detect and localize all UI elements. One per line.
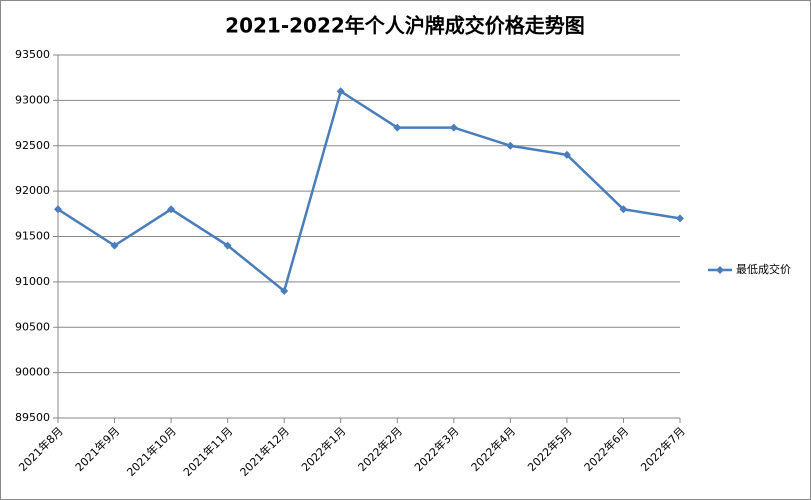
- marker: [676, 214, 684, 223]
- y-tick-label: 89500: [15, 411, 50, 424]
- y-tick-label: 93000: [15, 93, 50, 106]
- marker: [223, 241, 232, 250]
- y-tick-label: 92500: [15, 139, 50, 152]
- y-tick-label: 90500: [15, 320, 50, 333]
- y-tick-label: 93500: [15, 48, 50, 61]
- marker: [280, 286, 289, 295]
- y-tick-label: 92000: [15, 184, 50, 197]
- chart-title: 2021-2022年个人沪牌成交价格走势图: [225, 14, 585, 38]
- marker: [506, 141, 515, 150]
- marker: [562, 150, 571, 159]
- legend-marker: [716, 266, 724, 274]
- marker: [336, 87, 345, 96]
- marker: [167, 205, 176, 214]
- marker: [110, 241, 119, 250]
- marker: [619, 205, 628, 214]
- line: [57, 89, 681, 294]
- y-tick-label: 91000: [15, 275, 50, 288]
- marker: [449, 123, 458, 132]
- legend-label: 最低成交价: [736, 262, 791, 276]
- y-tick-label: 91500: [15, 230, 50, 243]
- marker: [393, 123, 402, 132]
- y-tick-label: 90000: [15, 366, 50, 379]
- marker: [54, 205, 62, 214]
